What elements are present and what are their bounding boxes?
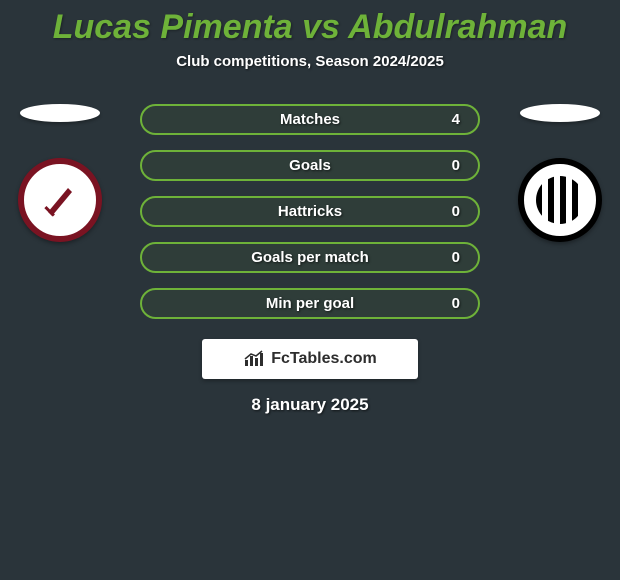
stat-row-matches: Matches 4 bbox=[140, 104, 480, 135]
brand-badge: FcTables.com bbox=[202, 339, 418, 379]
page-title: Lucas Pimenta vs Abdulrahman bbox=[0, 0, 620, 47]
right-team-ellipse bbox=[520, 104, 600, 122]
stat-label: Hattricks bbox=[278, 203, 342, 220]
sword-icon bbox=[38, 178, 82, 222]
infographic-container: Lucas Pimenta vs Abdulrahman Club compet… bbox=[0, 0, 620, 580]
subtitle: Club competitions, Season 2024/2025 bbox=[0, 53, 620, 70]
stat-label: Min per goal bbox=[266, 295, 354, 312]
left-team-column bbox=[0, 104, 120, 242]
brand-text: FcTables.com bbox=[271, 350, 377, 368]
stat-label: Matches bbox=[280, 111, 340, 128]
stats-area: Matches 4 Goals 0 Hattricks 0 Goals per … bbox=[0, 104, 620, 415]
bar-chart-icon bbox=[243, 350, 265, 368]
stat-row-goals: Goals 0 bbox=[140, 150, 480, 181]
stat-row-hattricks: Hattricks 0 bbox=[140, 196, 480, 227]
stat-row-mpg: Min per goal 0 bbox=[140, 288, 480, 319]
stat-label: Goals bbox=[289, 157, 331, 174]
stat-row-gpm: Goals per match 0 bbox=[140, 242, 480, 273]
stat-value: 0 bbox=[452, 249, 460, 266]
date-text: 8 january 2025 bbox=[0, 395, 620, 415]
right-team-crest bbox=[518, 158, 602, 242]
stat-value: 0 bbox=[452, 295, 460, 312]
right-team-column bbox=[500, 104, 620, 242]
stripes-icon bbox=[536, 176, 584, 224]
stat-value: 0 bbox=[452, 203, 460, 220]
stat-label: Goals per match bbox=[251, 249, 369, 266]
stat-rows: Matches 4 Goals 0 Hattricks 0 Goals per … bbox=[140, 104, 480, 319]
stat-value: 0 bbox=[452, 157, 460, 174]
left-team-crest bbox=[18, 158, 102, 242]
stat-value: 4 bbox=[452, 111, 460, 128]
left-team-ellipse bbox=[20, 104, 100, 122]
